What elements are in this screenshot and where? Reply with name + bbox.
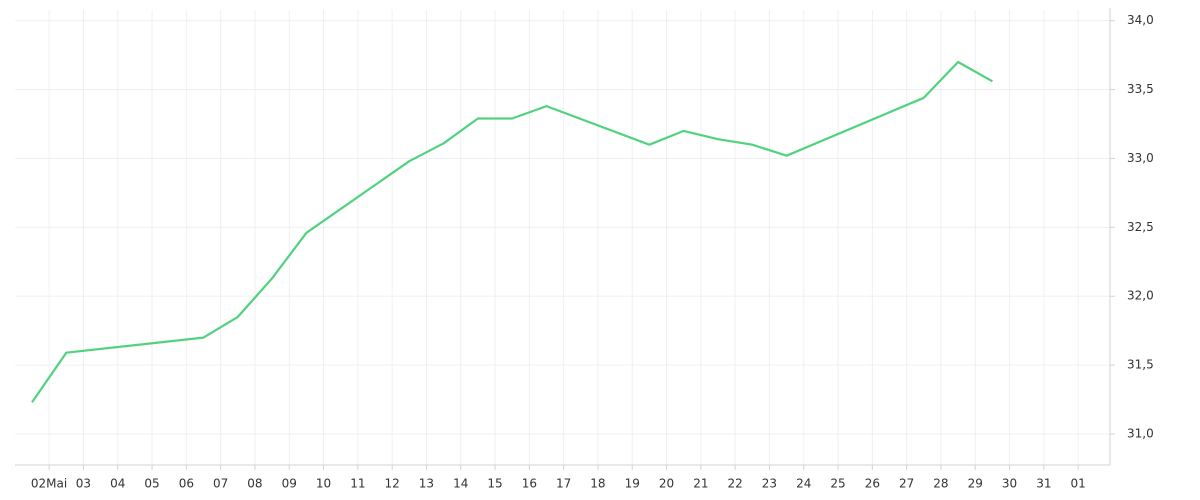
x-tick-label: 12 [385,477,400,491]
x-tick-label: 07 [213,477,228,491]
x-tick-label: 06 [179,477,194,491]
x-tick-label: 04 [110,477,125,491]
price-line [31,60,993,403]
x-tick-label: 05 [144,477,159,491]
x-tick-label: 27 [899,477,914,491]
x-tick-label: 16 [522,477,537,491]
x-tick-label: Mai [46,477,67,491]
y-tick-label: 33,0 [1127,151,1154,165]
x-tick-label: 30 [1002,477,1017,491]
y-tick-label: 31,5 [1127,358,1154,372]
y-tick-label: 31,0 [1127,427,1154,441]
x-tick-label: 17 [556,477,571,491]
x-tick-label: 08 [247,477,262,491]
x-tick-label: 01 [1071,477,1086,491]
x-tick-label: 25 [830,477,845,491]
y-tick-label: 32,5 [1127,220,1154,234]
x-tick-label: 02 [31,477,46,491]
x-tick-label: 13 [419,477,434,491]
x-tick-label: 19 [625,477,640,491]
x-tick-label: 31 [1036,477,1051,491]
x-tick-label: 24 [796,477,811,491]
x-tick-label: 18 [590,477,605,491]
x-tick-label: 23 [762,477,777,491]
x-tick-label: 10 [316,477,331,491]
x-tick-label: 15 [487,477,502,491]
x-tick-label: 21 [693,477,708,491]
y-tick-label: 34,0 [1127,13,1154,27]
x-tick-label: 29 [968,477,983,491]
x-tick-label: 26 [865,477,880,491]
x-tick-label: 11 [350,477,365,491]
x-tick-label: 28 [933,477,948,491]
y-tick-label: 33,5 [1127,82,1154,96]
y-tick-label: 32,0 [1127,289,1154,303]
x-tick-label: 03 [76,477,91,491]
x-tick-label: 22 [728,477,743,491]
x-tick-label: 14 [453,477,468,491]
x-tick-label: 09 [282,477,297,491]
x-tick-label: 20 [659,477,674,491]
